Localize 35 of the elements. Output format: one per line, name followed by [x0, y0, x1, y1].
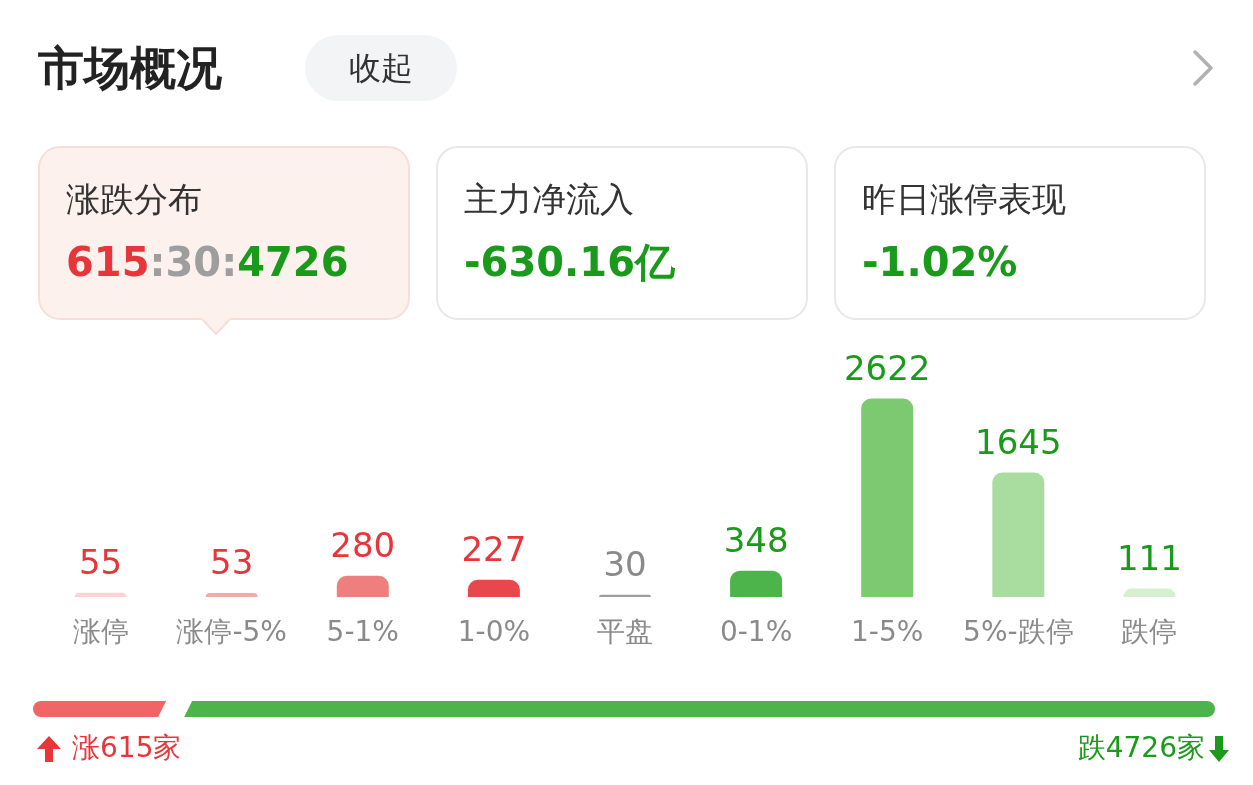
- text: -630.16亿: [464, 238, 676, 287]
- x-tick-label: 跌停: [1121, 614, 1178, 648]
- data-label: 2622: [843, 347, 931, 388]
- data-label: 348: [723, 519, 789, 560]
- text: 涨615家: [72, 730, 182, 766]
- bar: [861, 398, 914, 597]
- text: 跌4726家: [1077, 730, 1205, 766]
- text: 615:30:4726: [66, 239, 349, 285]
- text: 主力净流入: [464, 178, 635, 221]
- data-label: 53: [210, 541, 254, 582]
- bar: [730, 570, 783, 597]
- x-tick-label: 平盘: [597, 614, 653, 648]
- text: 涨跌分布: [66, 178, 203, 221]
- data-label: 1645: [975, 421, 1062, 462]
- x-tick-label: 1-5%: [851, 614, 924, 648]
- x-tick-label: 涨停: [72, 614, 129, 648]
- bar: [74, 592, 127, 597]
- data-label: 30: [603, 543, 647, 584]
- bar: [336, 575, 389, 597]
- text: 收起: [305, 35, 457, 101]
- data-label: 55: [78, 541, 123, 582]
- x-tick-label: 涨停-5%: [176, 614, 287, 648]
- bar: [205, 592, 258, 597]
- data-label: 227: [461, 528, 527, 569]
- x-tick-label: 5-1%: [326, 614, 399, 648]
- data-label: 111: [1116, 537, 1182, 578]
- text: 昨日涨停表现: [862, 178, 1067, 221]
- x-tick-label: 0-1%: [719, 614, 793, 648]
- text: 市场概况: [38, 40, 222, 97]
- data-label: 280: [330, 524, 396, 565]
- bar: [467, 579, 520, 597]
- x-tick-label: 5%-跌停: [963, 614, 1074, 648]
- x-tick-label: 1-0%: [457, 614, 531, 648]
- text: -1.02%: [862, 238, 1019, 287]
- bar: [992, 472, 1045, 597]
